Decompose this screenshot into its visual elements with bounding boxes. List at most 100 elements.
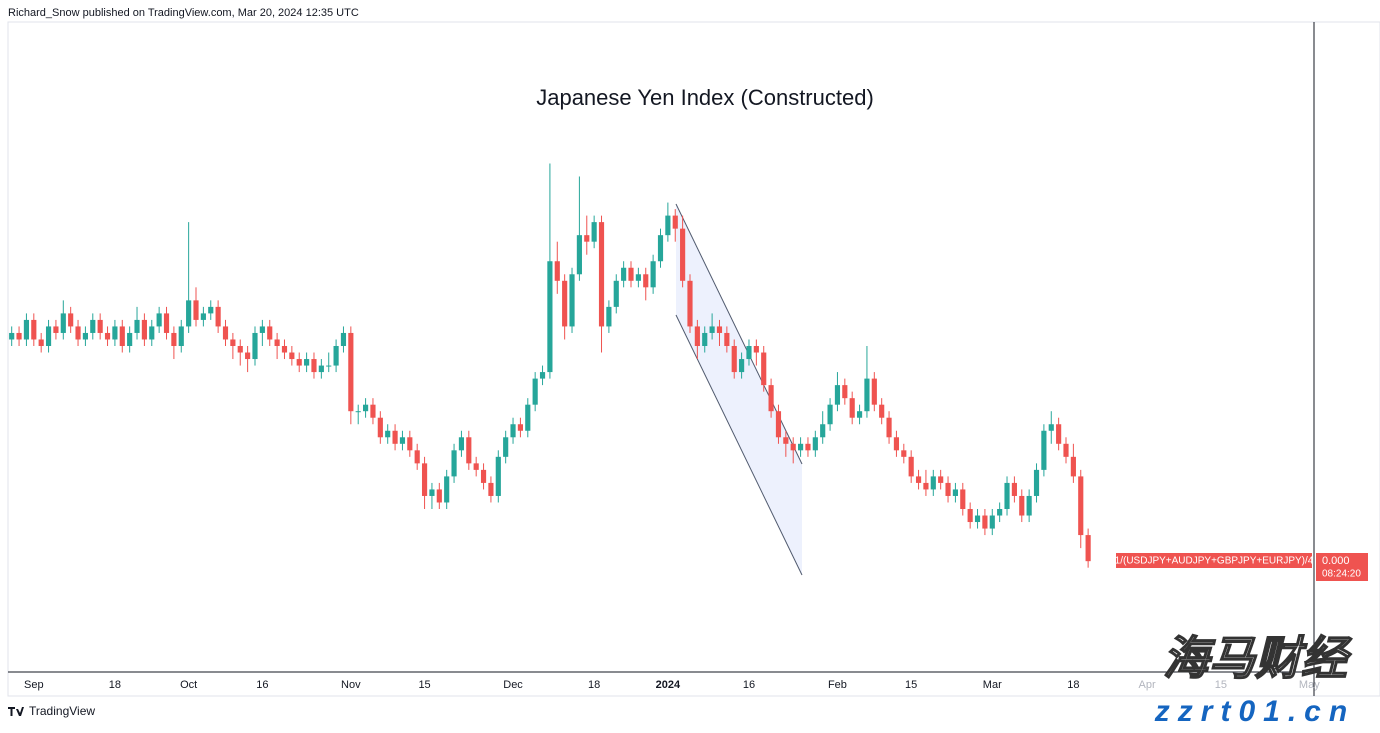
candle-body <box>665 215 671 236</box>
candle-body <box>1019 495 1025 516</box>
candle-body <box>141 319 147 340</box>
candle-body <box>429 489 435 496</box>
candle-body <box>458 437 465 451</box>
x-tick-label: 15 <box>1215 679 1227 691</box>
candle-body <box>215 306 221 327</box>
candle-body <box>1004 482 1010 509</box>
candle-body <box>731 346 737 373</box>
candle-body <box>1070 456 1076 477</box>
candle-body <box>842 385 848 399</box>
candle-body <box>245 352 251 360</box>
candle-body <box>834 385 841 405</box>
candle-body <box>68 313 74 327</box>
candle-body <box>650 261 656 288</box>
candle-body <box>562 280 568 327</box>
candle-body <box>421 463 428 496</box>
candle-body <box>739 359 745 373</box>
x-tick-label: Dec <box>503 679 523 691</box>
candle-body <box>569 274 575 327</box>
candle-body <box>1078 476 1084 536</box>
candle-body <box>31 319 37 340</box>
candle-body <box>1085 535 1091 562</box>
candle-body <box>208 306 214 314</box>
chart-frame <box>7 21 1380 697</box>
candle-body <box>761 352 767 386</box>
candle-body <box>259 326 265 333</box>
candle-body <box>9 332 15 340</box>
candle-body <box>547 261 553 373</box>
candle-body <box>680 228 686 281</box>
x-tick-label: Mar <box>983 679 1002 691</box>
candle-body <box>923 482 929 490</box>
candle-body <box>539 372 546 379</box>
candle-body <box>849 398 855 418</box>
candle-body <box>488 482 494 496</box>
candle-body <box>893 437 900 451</box>
x-tick-label: Feb <box>828 679 847 691</box>
candle-body <box>554 261 560 281</box>
candle-body <box>436 489 442 503</box>
x-tick-label: Sep <box>24 679 44 691</box>
x-tick-label: 18 <box>588 679 600 691</box>
candle-body <box>591 222 597 242</box>
candle-body <box>687 280 693 327</box>
candle-body <box>901 450 907 457</box>
candle-body <box>724 332 730 346</box>
candle-body <box>820 424 826 438</box>
candle-body <box>871 378 877 405</box>
x-tick-label: 18 <box>109 679 121 691</box>
candle-body <box>274 339 280 346</box>
candle-body <box>1063 443 1069 457</box>
publisher-header: Richard_Snow published on TradingView.co… <box>8 7 359 19</box>
candle-body <box>915 476 922 483</box>
candle-body <box>444 476 450 503</box>
candle-body <box>621 267 627 281</box>
candle-body <box>377 417 383 438</box>
candle-body <box>635 274 641 281</box>
candle-body <box>1011 482 1017 496</box>
x-tick-label: Nov <box>341 679 361 691</box>
candle-body <box>1056 424 1062 444</box>
candle-body <box>193 300 199 320</box>
candle-body <box>967 509 973 523</box>
candle-body <box>281 346 288 353</box>
candle-body <box>982 515 988 529</box>
candle-body <box>672 215 678 229</box>
candle-body <box>289 352 295 360</box>
candle-body <box>399 437 406 444</box>
candle-body <box>1026 495 1032 516</box>
candle-body <box>466 437 472 464</box>
candle-body <box>812 437 818 451</box>
candle-body <box>908 456 914 477</box>
candle-body <box>997 509 1003 516</box>
candle-body <box>355 411 361 413</box>
candle-body <box>790 443 796 451</box>
candle-body <box>525 404 531 431</box>
candle-body <box>805 443 811 451</box>
candle-body <box>392 430 398 444</box>
candle-body <box>783 437 789 444</box>
candle-body <box>503 437 509 457</box>
candle-body <box>613 280 619 307</box>
x-tick-label: 18 <box>1067 679 1079 691</box>
candle-body <box>628 267 634 281</box>
candle-body <box>989 515 995 529</box>
x-tick-label: 15 <box>418 679 430 691</box>
candle-body <box>119 326 125 346</box>
candle-body <box>598 222 605 327</box>
candle-body <box>38 339 44 346</box>
countdown-label: 08:24:20 <box>1322 569 1361 580</box>
x-tick-label: Apr <box>1139 679 1156 691</box>
candle-body <box>495 456 501 496</box>
candle-body <box>385 430 391 438</box>
candles <box>9 163 1091 568</box>
candle-body <box>407 437 413 451</box>
candle-body <box>97 319 103 333</box>
candle-body <box>304 359 310 366</box>
candle-body <box>856 411 863 418</box>
candle-body <box>886 417 892 438</box>
candle-body <box>16 332 22 340</box>
candle-body <box>864 378 870 412</box>
